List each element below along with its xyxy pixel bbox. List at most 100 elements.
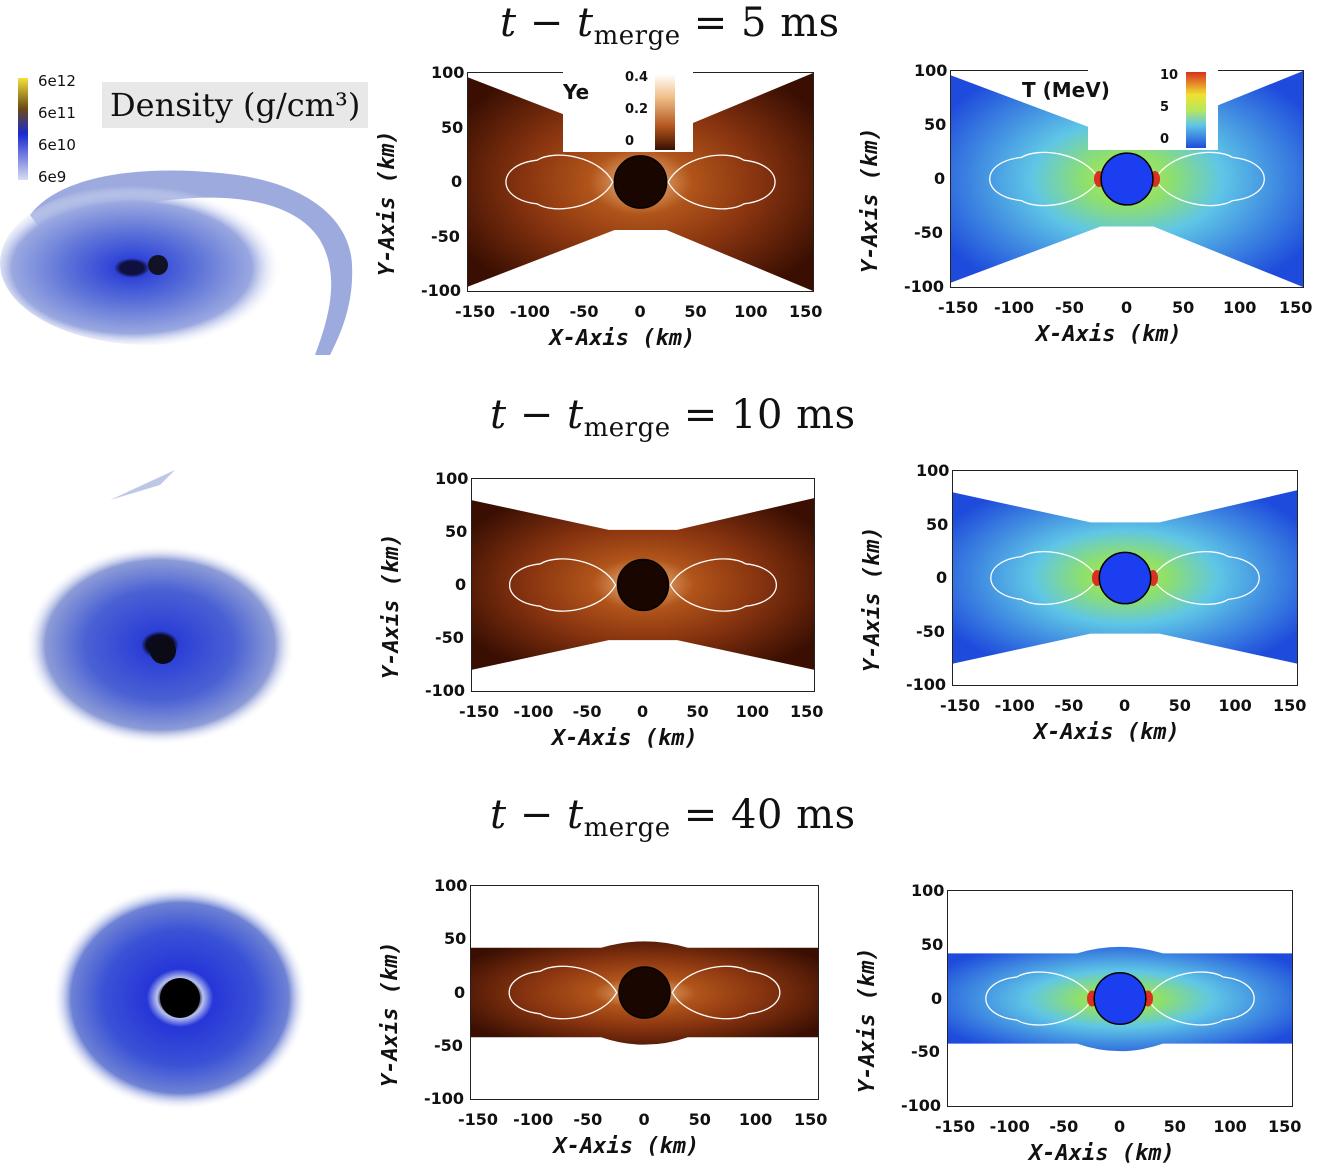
y-tick-label: 50 <box>926 514 949 534</box>
y-tick-label: 50 <box>921 934 944 954</box>
x-tick-label: -150 <box>459 702 500 721</box>
x-tick-label: 0 <box>1121 298 1133 317</box>
x-tick-label: 50 <box>684 302 707 321</box>
density-disk-5ms <box>0 170 353 355</box>
y-tick-label: -50 <box>911 1042 940 1062</box>
y-tick-label: 0 <box>936 568 948 587</box>
y-tick-label: -100 <box>424 1089 465 1108</box>
contour-left <box>989 151 1100 207</box>
x-tick-label: -50 <box>572 702 602 721</box>
density-tick: 6e9 <box>38 168 67 186</box>
x-tick-label: 150 <box>789 302 823 321</box>
y-tick-label: -100 <box>901 1096 942 1115</box>
black-hole <box>1100 152 1154 206</box>
x-tick-label: 0 <box>634 302 646 321</box>
x-tick-label: 100 <box>735 702 770 721</box>
x-tick-label: -50 <box>1049 1117 1079 1136</box>
time-expression: t − t <box>500 0 594 46</box>
x-tick-label: -50 <box>1055 298 1084 317</box>
x-tick-label: 100 <box>738 1110 773 1129</box>
x-axis-label: X-Axis (km) <box>552 726 698 751</box>
y-axis-label: Y-Axis (km) <box>855 946 880 1093</box>
x-tick-label: 50 <box>1172 298 1195 317</box>
contour-left <box>508 965 618 1020</box>
y-tick-label: 50 <box>445 522 468 541</box>
colorbar-tick: 0.2 <box>625 102 649 117</box>
colorbar-gradient <box>655 74 675 150</box>
x-tick-label: -150 <box>940 696 981 715</box>
merge-subscript: merge <box>583 413 671 443</box>
black-hole <box>1093 971 1147 1026</box>
contour-right <box>671 965 781 1020</box>
x-tick-label: -150 <box>935 1117 976 1136</box>
black-hole <box>616 558 670 612</box>
colorbar-tick: 0 <box>1160 132 1170 147</box>
x-tick-label: 50 <box>686 702 709 721</box>
y-tick-label: -100 <box>904 277 945 296</box>
y-tick-label: 100 <box>434 876 468 895</box>
density-disk-40ms <box>52 886 308 1110</box>
density-tick: 6e11 <box>38 104 76 122</box>
x-tick-label: 100 <box>1213 1117 1247 1136</box>
ye-panel-row3-field <box>471 941 818 1045</box>
density-colorbar <box>18 78 28 180</box>
y-tick-label: -50 <box>431 226 460 246</box>
y-tick-label: 50 <box>924 115 947 134</box>
x-axis-label: X-Axis (km) <box>553 1134 700 1159</box>
y-tick-label: 100 <box>916 461 950 480</box>
y-tick-label: 50 <box>444 929 467 949</box>
colorbar-gradient <box>1186 72 1206 148</box>
y-tick-label: -50 <box>434 1035 463 1055</box>
row-title-10ms: t − tmerge = 10 ms <box>490 392 856 443</box>
y-tick-label: 0 <box>934 169 946 188</box>
ye-panel-row2-field <box>472 498 814 670</box>
x-tick-label: 150 <box>794 1110 828 1129</box>
row-title-40ms: t − tmerge = 40 ms <box>490 792 856 843</box>
x-tick-label: 0 <box>1114 1117 1126 1136</box>
contour-right <box>1151 551 1260 605</box>
time-expression: t − t <box>490 392 584 438</box>
colorbar-title: Ye <box>563 80 590 104</box>
colorbar-tick: 0 <box>625 134 635 149</box>
y-axis-label: Y-Axis (km) <box>860 526 885 672</box>
contour-left <box>505 154 614 210</box>
contour-right <box>669 558 777 612</box>
x-axis-label: X-Axis (km) <box>549 326 696 351</box>
density-tick: 6e12 <box>38 72 76 90</box>
contour-right <box>1146 971 1255 1026</box>
x-axis-label: X-Axis (km) <box>1034 720 1180 745</box>
x-tick-label: -100 <box>994 298 1035 317</box>
x-tick-label: -150 <box>455 302 496 321</box>
row-title-5ms: t − tmerge = 5 ms <box>500 0 840 51</box>
x-tick-label: -100 <box>509 302 550 321</box>
ye-panel-row1 <box>467 72 814 292</box>
x-tick-label: -100 <box>994 696 1035 715</box>
colorbar-title: T (MeV) <box>1022 78 1110 102</box>
density-legend: 6e12 6e11 6e10 6e9 Density (g/cm³) <box>12 68 369 186</box>
y-tick-label: 100 <box>911 881 945 900</box>
y-axis-label: Y-Axis (km) <box>378 940 403 1087</box>
y-tick-label: 0 <box>455 575 467 594</box>
density-disk-10ms <box>25 470 295 745</box>
x-tick-label: -50 <box>1054 696 1084 715</box>
time-value: = 5 ms <box>680 0 840 46</box>
contour-left <box>509 558 617 612</box>
x-tick-label: 0 <box>638 1110 650 1129</box>
time-value: = 10 ms <box>670 392 856 438</box>
temperature-panel-row2-field <box>953 490 1297 664</box>
temperature-colorbar: T (MeV) 10 5 0 <box>1022 68 1218 150</box>
colorbar-tick: 5 <box>1160 100 1170 115</box>
x-tick-label: 50 <box>1168 696 1191 715</box>
black-hole <box>618 966 671 1019</box>
time-expression: t − t <box>490 792 584 838</box>
x-axis-label: X-Axis (km) <box>1029 1141 1175 1166</box>
time-value: = 40 ms <box>670 792 856 838</box>
y-tick-label: -50 <box>916 621 945 641</box>
y-tick-label: 100 <box>914 61 948 80</box>
y-axis-label: Y-Axis (km) <box>375 130 400 276</box>
x-tick-label: -50 <box>573 1110 603 1129</box>
x-tick-label: 150 <box>790 702 824 721</box>
y-tick-label: 50 <box>441 117 464 137</box>
black-hole <box>1098 551 1152 605</box>
ye-panel-row1-field <box>468 73 813 291</box>
